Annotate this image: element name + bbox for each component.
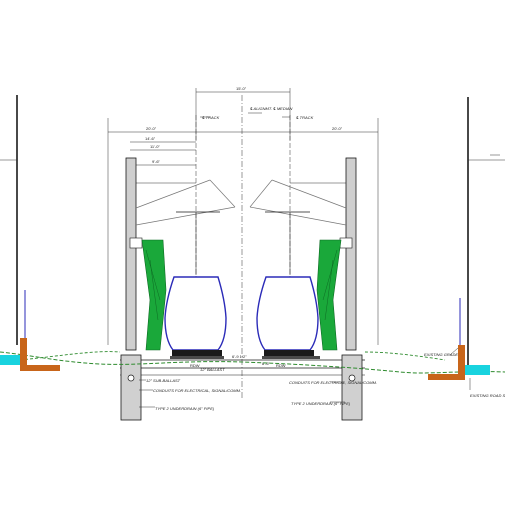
right-water — [465, 365, 490, 375]
right-catenary-pole — [345, 157, 357, 351]
callout-conduits-left: CONDUITS FOR ELECTRICAL, SIGNAL/COMM. — [153, 388, 241, 393]
right-cantilever — [249, 179, 347, 275]
left-catenary-pole — [125, 157, 137, 351]
left-train-car — [164, 276, 227, 351]
callout-underdrain-left: TYPE 2 UNDERDRAIN (6" PIPE) — [155, 406, 215, 411]
dim-bottom-gap: 6'-9 1/2" — [232, 354, 247, 359]
right-train-car — [256, 276, 319, 351]
dim-overall: 15'-0" — [236, 86, 247, 91]
dim-left-a: 14'-6" — [145, 136, 156, 141]
callout-underdrain-right: TYPE 2 UNDERDRAIN (6" PIPE) — [291, 401, 351, 406]
dim-bottom-left: RDW — [190, 363, 200, 368]
existing-grade-line — [0, 351, 505, 374]
dim-left-c: 9'-6" — [152, 159, 161, 164]
left-pole-foundation — [120, 354, 142, 421]
left-water — [0, 355, 20, 365]
callout-existing-grade: EXISTING GRADE — [424, 352, 458, 357]
dim-bottom-right-b: 8'-6" — [262, 361, 271, 366]
callout-existing-road-shoulder: EXISTING ROAD SHOULDER — [470, 393, 505, 398]
dim-left-half: 20'-0" — [146, 126, 157, 131]
left-green-screen — [141, 239, 167, 351]
right-green-screen — [316, 239, 342, 351]
left-cantilever — [135, 179, 236, 275]
left-retaining-wall — [20, 338, 27, 370]
centerline-left-track: ℄ TRACK — [202, 115, 220, 120]
dim-left-b: 11'-0" — [150, 144, 160, 149]
centerline-right-track: ℄ TRACK — [296, 115, 314, 120]
dim-bottom-right: RDW — [276, 363, 286, 368]
right-retaining-wall — [458, 345, 465, 375]
centerline-median: ℄ ALIGNMT. ℄ MEDIAN — [250, 106, 293, 111]
callout-subballast: 12" SUB-BALLAST — [146, 378, 181, 383]
dim-right-half: 20'-0" — [332, 126, 343, 131]
callout-ballast: 12" BALLAST — [200, 367, 225, 372]
track-bed — [120, 359, 365, 376]
callout-conduits-right: CONDUITS FOR ELECTRICAL, SIGNAL/COMM. — [289, 380, 377, 385]
right-pole-foundation — [341, 354, 363, 421]
